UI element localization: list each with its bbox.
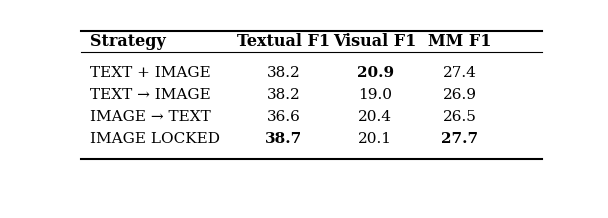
Text: 38.7: 38.7 <box>264 132 302 146</box>
Text: 20.9: 20.9 <box>357 66 394 80</box>
Text: 36.6: 36.6 <box>266 110 300 124</box>
Text: 20.4: 20.4 <box>358 110 392 124</box>
Text: MM F1: MM F1 <box>428 33 492 50</box>
Text: IMAGE → TEXT: IMAGE → TEXT <box>90 110 211 124</box>
Text: 26.5: 26.5 <box>443 110 477 124</box>
Text: 20.1: 20.1 <box>358 132 392 146</box>
Text: 19.0: 19.0 <box>358 88 392 102</box>
Text: Strategy: Strategy <box>90 33 166 50</box>
Text: Textual F1: Textual F1 <box>237 33 330 50</box>
Text: Visual F1: Visual F1 <box>334 33 417 50</box>
Text: 27.4: 27.4 <box>443 66 477 80</box>
Text: IMAGE LOCKED: IMAGE LOCKED <box>90 132 220 146</box>
Text: 26.9: 26.9 <box>443 88 477 102</box>
Text: TEXT + IMAGE: TEXT + IMAGE <box>90 66 211 80</box>
Text: 38.2: 38.2 <box>266 66 300 80</box>
Text: 38.2: 38.2 <box>266 88 300 102</box>
Text: 27.7: 27.7 <box>441 132 478 146</box>
Text: TEXT → IMAGE: TEXT → IMAGE <box>90 88 211 102</box>
